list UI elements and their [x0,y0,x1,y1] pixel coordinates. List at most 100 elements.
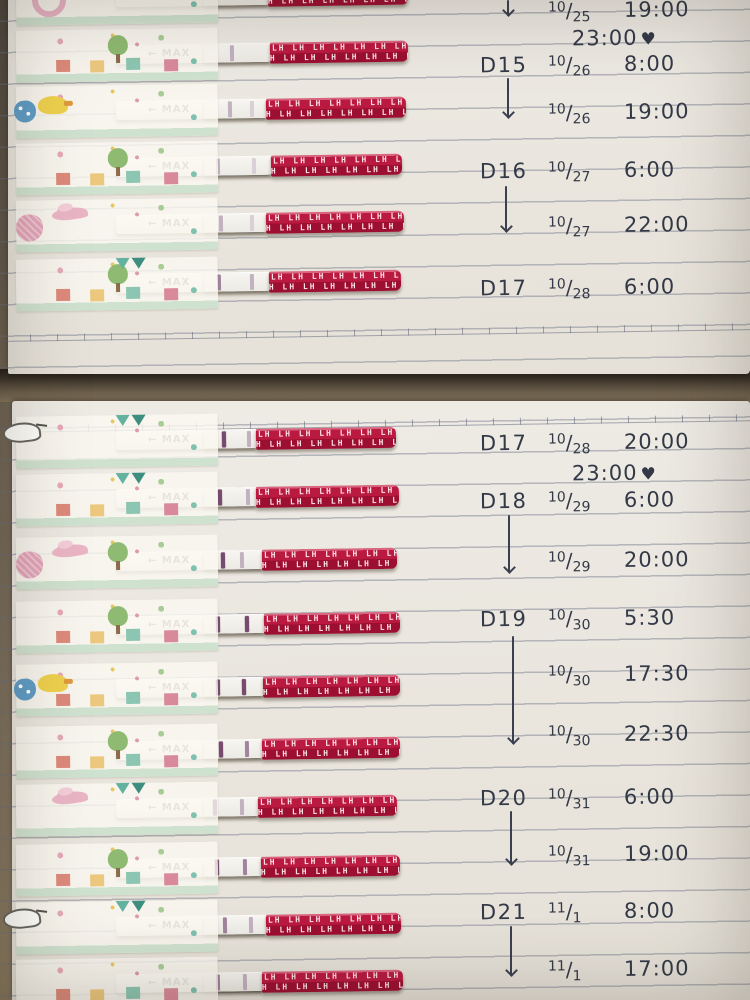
log-entry: 10/26 19:00 [472,99,747,132]
control-line [222,917,228,934]
houses-motif [56,988,71,1000]
stork-pink-motif [51,205,89,223]
lh-cap: LH LH LH LH LH LH LH LH LH LH LH LH LH L… [261,736,401,760]
bundle-pink-motif [15,551,44,579]
lh-cap: LH LH LH LH LH LH LH LH LH LH LH LH LH L… [260,854,401,878]
log-entry: D17 10/28 6:00 [472,274,747,307]
date-label: 10/27 [547,158,591,186]
lh-cap: LH LH LH LH LH LH LH LH LH LH LH LH LH L… [265,96,407,120]
washi-tape [15,140,219,196]
log-entry: 10/29 20:00 [472,547,747,580]
houses-motif [56,172,71,186]
log-entry: 10/27 22:00 [472,212,747,245]
flags-motif [115,257,130,270]
washi-tape [15,723,219,779]
bundle-blue-motif [13,100,37,123]
cycle-day-label: D21 [479,899,528,925]
cycle-day-label: D15 [479,52,528,78]
date-label: 10/28 [547,430,591,458]
log-entry: 10/30 22:30 [472,721,747,754]
duck-motif [37,673,69,693]
date-label: 10/29 [547,548,591,576]
time-label: 22:00 [623,212,690,237]
test-line [249,214,255,232]
time-label: 23:00 ♥ [571,25,657,51]
ring-pink-motif [31,0,67,18]
test-line [248,916,254,934]
date-label: 10/28 [547,275,591,303]
lh-cap: LH LH LH LH LH LH LH LH LH LH LH LH LH L… [265,210,405,234]
down-arrow-icon [510,811,512,865]
time-label: 6:00 [623,274,676,299]
stork-pink-motif [51,789,89,807]
washi-tape [15,598,219,654]
control-line [218,741,224,758]
washi-tape [13,83,219,139]
lh-cap: LH LH LH LH LH LH LH LH LH LH LH LH LH L… [270,153,403,177]
tree-motif [107,147,128,169]
lh-cap: LH LH LH LH LH LH LH LH LH LH LH LH LH L… [257,794,398,818]
log-entry: D16 10/27 6:00 [472,157,747,190]
time-label: 17:00 [623,956,690,981]
lh-cap: LH LH LH LH LH LH LH LH LH LH LH LH LH L… [269,40,409,64]
log-entry: D17 10/28 20:00 [472,429,747,462]
date-label: 10/31 [547,785,591,813]
cycle-day-label: D20 [479,785,528,811]
tick-ruled-line [3,323,750,342]
tree-motif [107,848,128,870]
down-arrow-icon [505,186,507,232]
control-line [229,45,235,62]
time-label: 6:00 [623,157,676,182]
date-label: 10/30 [547,662,591,690]
test-line [244,741,250,758]
test-line [241,679,247,696]
flags-motif [115,472,130,485]
lh-cap: LH LH LH LH LH LH LH LH LH LH LH LH LH L… [268,269,402,293]
washi-tape [1,899,219,955]
houses-motif [56,503,71,517]
washi-tape [15,27,219,83]
washi-tape [15,256,219,312]
down-arrow-icon [508,515,510,573]
washi-tape [15,0,219,26]
test-line [242,974,248,991]
down-arrow-icon [507,0,509,16]
houses-motif [56,873,71,887]
cycle-day-label: D18 [479,488,528,514]
log-entry: D18 10/29 6:00 [472,487,747,520]
washi-tape [15,534,219,590]
date-label: 10/30 [547,606,591,634]
control-line [220,552,226,569]
cycle-day-label: D17 [479,430,528,456]
control-line [218,215,224,232]
date-label: 10/27 [547,213,591,241]
test-line [245,489,251,506]
test-line [249,100,255,118]
time-label: 20:00 [623,429,690,454]
time-label: 6:00 [623,784,676,809]
flags-motif [115,782,130,795]
lh-cap: LH LH LH LH LH LH LH LH LH LH LH LH LH L… [255,426,397,450]
down-arrow-icon [512,636,514,744]
date-label: 10/26 [547,100,591,128]
page-gap-shadow [0,369,750,402]
date-label: 11/1 [547,957,582,985]
down-arrow-icon [510,926,512,976]
time-label: 19:00 [623,841,690,866]
lh-cap: LH LH LH LH LH LH LH LH LH LH LH LH LH L… [255,484,400,508]
test-line [242,859,248,876]
lh-cap: LH LH LH LH LH LH LH LH LH LH LH LH LH L… [261,547,398,571]
duck-motif [37,95,69,115]
houses-motif [56,693,71,707]
control-line [217,489,223,506]
tree-motif [107,34,128,56]
houses-motif [56,630,71,644]
houses-motif [56,755,71,769]
time-label: 6:00 [623,487,676,512]
cycle-day-label: D19 [479,606,528,632]
bundle-pink-motif [15,214,44,242]
date-label: 10/30 [547,722,591,750]
washi-tape [15,471,219,527]
test-line [246,431,252,448]
